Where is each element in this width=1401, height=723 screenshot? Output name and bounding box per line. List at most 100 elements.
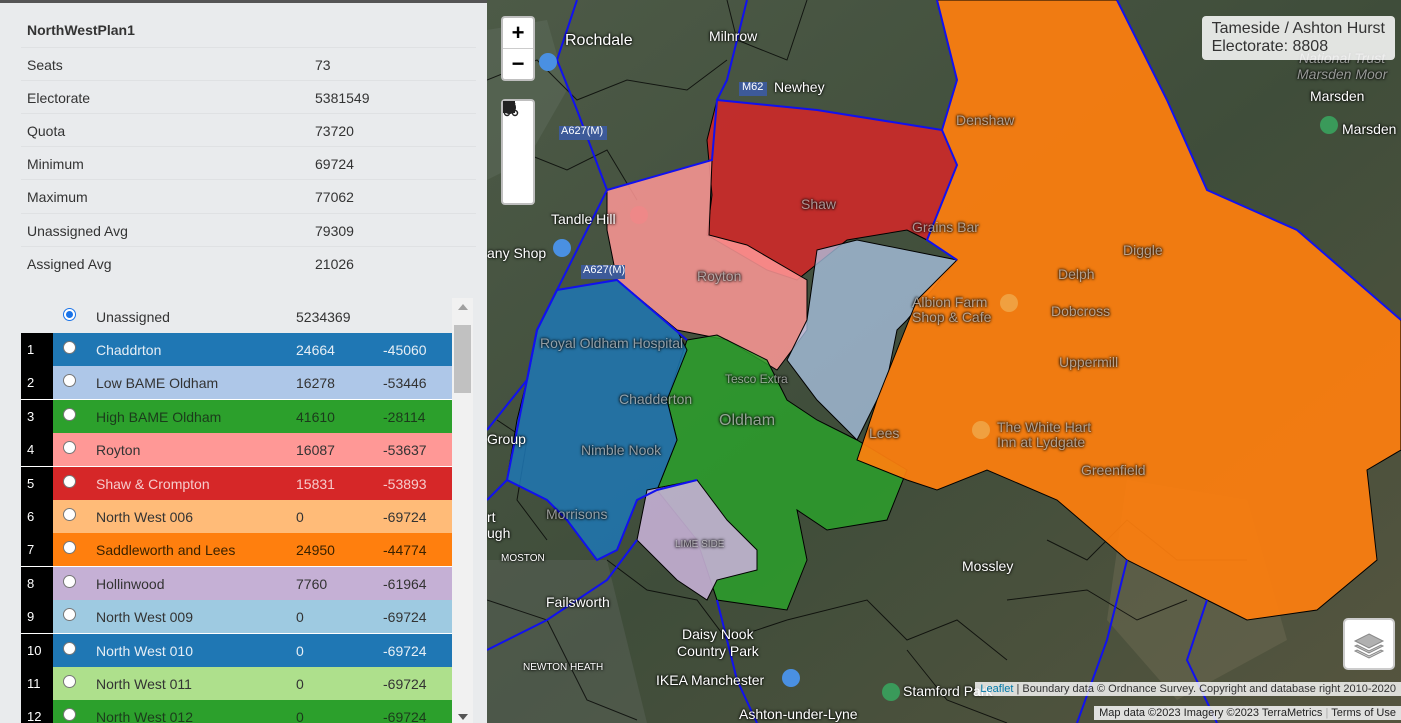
zoom-control: + −: [501, 16, 535, 81]
stat-label: Electorate: [27, 90, 91, 106]
district-name: High BAME Oldham: [96, 408, 222, 425]
scroll-up-arrow-icon[interactable]: [458, 304, 468, 310]
scroll-down-arrow-icon[interactable]: [458, 714, 468, 720]
square-icon[interactable]: [503, 101, 533, 169]
district-row[interactable]: 10 North West 010 0 -69724: [21, 633, 452, 667]
district-population: 0: [296, 509, 304, 525]
district-name: North West 010: [96, 642, 194, 659]
stat-row-assigned-avg: Assigned Avg 21026: [21, 246, 476, 280]
district-row[interactable]: 12 North West 012 0 -69724: [21, 700, 452, 723]
map-label: Royton: [697, 268, 742, 284]
district-deviation: -69724: [383, 642, 427, 659]
district-row[interactable]: 7 Saddleworth and Lees 24950 -44774: [21, 533, 452, 567]
district-name: North West 009: [96, 609, 194, 626]
district-row[interactable]: 1 Chaddrton 24664 -45060: [21, 333, 452, 366]
map-label: A627(M): [583, 264, 626, 276]
district-deviation: -53446: [383, 375, 427, 392]
boundary-attribution: | Boundary data © Ordnance Survey. Copyr…: [1016, 683, 1397, 695]
scroll-thumb[interactable]: [454, 325, 471, 393]
district-row-unassigned[interactable]: Unassigned 5234369: [21, 298, 452, 333]
district-row[interactable]: 9 North West 009 0 -69724: [21, 600, 452, 634]
stat-row-maximum: Maximum 77062: [21, 179, 476, 213]
layers-button[interactable]: [1343, 618, 1395, 670]
circle-icon[interactable]: [503, 101, 533, 203]
district-row[interactable]: 6 North West 006 0 -69724: [21, 500, 452, 533]
stat-value: 21026: [315, 256, 354, 272]
district-population: 5234369: [296, 309, 351, 325]
map-label: Dobcross: [1051, 303, 1111, 319]
map-label: MOSTON: [501, 553, 545, 564]
shop-icon: [782, 669, 800, 687]
district-radio[interactable]: [63, 508, 76, 521]
map-view[interactable]: Rochdale Milnrow Newhey M62 A627(M) Tand…: [487, 0, 1401, 723]
district-population: 0: [296, 709, 304, 723]
layers-icon: [1353, 633, 1385, 659]
district-radio[interactable]: [63, 708, 76, 722]
district-radio[interactable]: [63, 441, 76, 455]
map-label: Oldham: [719, 412, 776, 429]
stat-value: 73720: [315, 123, 354, 139]
district-name: North West 011: [96, 676, 192, 692]
district-number: 12: [21, 700, 53, 723]
district-radio[interactable]: [63, 341, 76, 354]
info-area-name: Tameside / Ashton Hurst: [1211, 20, 1385, 37]
district-name: North West 012: [96, 709, 194, 723]
map-attribution: Leaflet | Boundary data © Ordnance Surve…: [975, 682, 1401, 696]
stat-row-seats: Seats 73: [21, 47, 476, 81]
map-label: Marsden Moor: [1297, 66, 1388, 82]
district-row[interactable]: 3 High BAME Oldham 41610 -28114: [21, 399, 452, 433]
district-list[interactable]: Unassigned 5234369 1 Chaddrton 24664 -45060…: [21, 298, 473, 723]
plan-panel: NorthWestPlan1 Seats 73 Electorate 53815…: [0, 3, 487, 723]
map-label: NEWTON HEATH: [523, 662, 604, 673]
district-radio[interactable]: [63, 574, 76, 588]
district-number: 1: [21, 333, 53, 366]
district-number: 6: [21, 500, 53, 533]
top-strip: [0, 0, 487, 3]
imagery-attribution: Map data ©2023 Imagery ©2023 TerraMetric…: [1094, 706, 1401, 720]
district-radio[interactable]: [63, 374, 76, 388]
list-scrollbar[interactable]: [452, 298, 473, 723]
map-label: Greenfield: [1081, 462, 1146, 478]
terms-link[interactable]: Terms of Use: [1331, 707, 1396, 719]
district-radio[interactable]: [63, 641, 76, 655]
stat-row-minimum: Minimum 69724: [21, 146, 476, 180]
leaflet-link[interactable]: Leaflet: [980, 683, 1014, 695]
district-deviation: -61964: [383, 575, 427, 592]
district-radio[interactable]: [63, 308, 76, 321]
district-deviation: -44774: [383, 542, 427, 559]
stat-row-quota: Quota 73720: [21, 113, 476, 147]
map-label: Stamford Park: [903, 683, 993, 699]
district-deviation: -69724: [383, 509, 427, 525]
map-label: Chadderton: [619, 391, 693, 407]
district-radio[interactable]: [63, 608, 76, 622]
stat-value: 77062: [315, 189, 354, 205]
district-population: 0: [296, 642, 304, 659]
stat-label: Unassigned Avg: [27, 223, 128, 239]
district-radio[interactable]: [63, 675, 76, 688]
zoom-out-button[interactable]: −: [503, 48, 533, 79]
map-label: Tesco Extra: [725, 372, 788, 386]
district-population: 0: [296, 609, 304, 626]
district-row[interactable]: 8 Hollinwood 7760 -61964: [21, 566, 452, 600]
district-deviation: -69724: [383, 676, 427, 692]
district-hollinwood[interactable]: [636, 479, 758, 601]
district-population: 24664: [296, 342, 335, 358]
district-number: 2: [21, 366, 53, 400]
map-canvas[interactable]: [487, 0, 1401, 723]
district-row[interactable]: 5 Shaw & Crompton 15831 -53893: [21, 466, 452, 500]
draw-toolbar: [501, 99, 535, 205]
district-row[interactable]: 2 Low BAME Oldham 16278 -53446: [21, 366, 452, 400]
district-radio[interactable]: [63, 407, 76, 421]
district-radio[interactable]: [63, 541, 76, 555]
map-label: Rochdale: [565, 32, 633, 49]
map-label: Morrisons: [546, 506, 608, 522]
stat-row-unassigned-avg: Unassigned Avg 79309: [21, 213, 476, 247]
district-radio[interactable]: [63, 474, 76, 488]
district-number: 8: [21, 566, 53, 600]
map-label: Country Park: [677, 643, 759, 659]
district-row[interactable]: 11 North West 011 0 -69724: [21, 667, 452, 700]
zoom-in-button[interactable]: +: [511, 20, 525, 45]
district-number: 11: [21, 667, 53, 700]
district-population: 16278: [296, 375, 335, 392]
district-row[interactable]: 4 Royton 16087 -53637: [21, 433, 452, 467]
